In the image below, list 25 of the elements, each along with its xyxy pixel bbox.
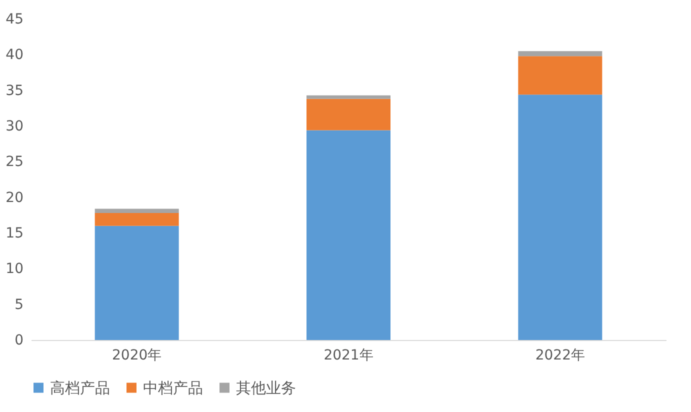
y-tick-label: 5	[14, 296, 24, 313]
y-tick-label: 35	[6, 82, 24, 99]
bar	[518, 94, 602, 340]
y-tick-label: 0	[14, 332, 24, 348]
y-tick-label: 15	[6, 226, 24, 242]
y-tick-label: 10	[6, 261, 24, 278]
bar	[306, 95, 390, 99]
bar	[518, 51, 602, 56]
y-tick-label: 40	[6, 47, 24, 64]
x-tick-label: 2022年	[535, 348, 585, 364]
x-tick-label: 2021年	[324, 348, 374, 364]
y-tick-label: 25	[6, 154, 24, 170]
bar	[94, 226, 179, 340]
y-tick-label: 45	[6, 12, 24, 28]
bar	[94, 208, 179, 214]
legend-label: 其他业务	[236, 378, 296, 397]
x-tick-label: 2020年	[112, 348, 162, 364]
y-tick-label: 30	[6, 118, 24, 134]
legend-label: 高档产品	[50, 378, 110, 397]
legend-label: 中档产品	[143, 378, 203, 397]
y-tick-label: 20	[6, 190, 24, 206]
bar	[306, 98, 390, 130]
bar	[518, 56, 602, 95]
bar	[306, 130, 390, 340]
bar	[94, 213, 179, 226]
